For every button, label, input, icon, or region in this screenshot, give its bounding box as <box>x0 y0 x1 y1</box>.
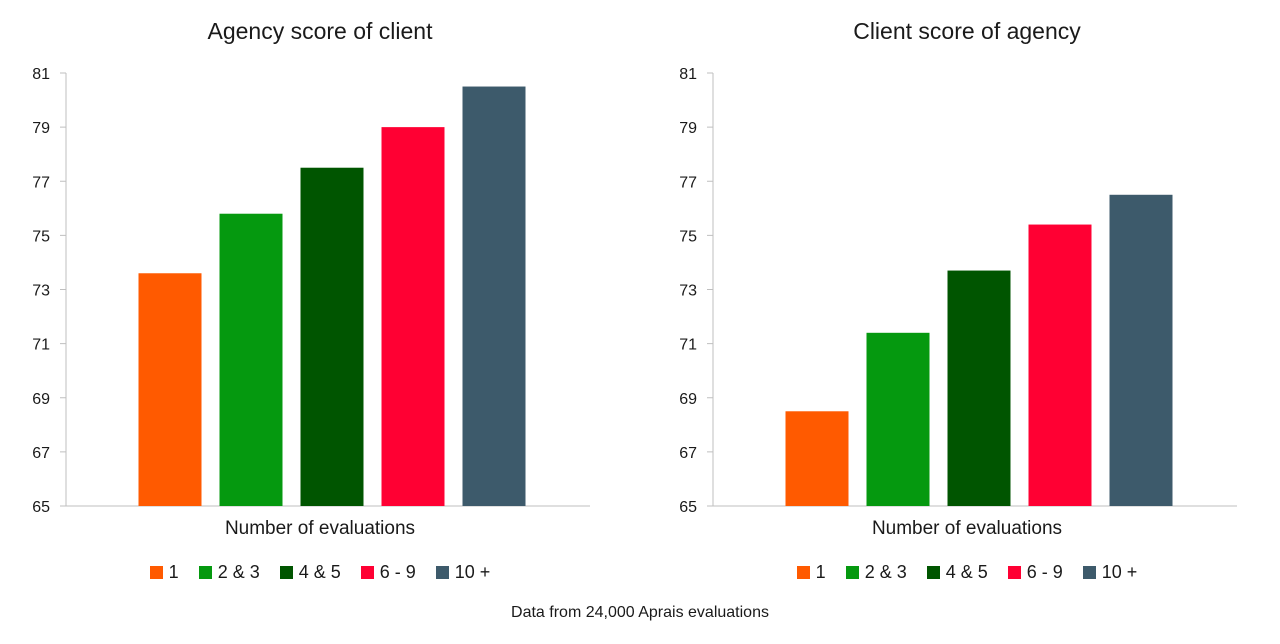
bar-6-9 <box>381 127 445 506</box>
y-tick-label: 67 <box>32 445 50 462</box>
chart-panel-client-score: Client score of agency 65 67 69 71 73 75 77 79 8… <box>647 0 1280 600</box>
bar-2-3 <box>866 332 930 506</box>
chart-title: Client score of agency <box>853 18 1081 44</box>
chart-title: Agency score of client <box>207 18 433 44</box>
bar-4-5 <box>300 167 364 506</box>
legend-label: 6 - 9 <box>379 562 416 582</box>
legend-item: 6 - 9 <box>1007 562 1063 583</box>
y-tick-label: 77 <box>32 174 50 191</box>
chart-panel-agency-score: Agency score of client 65 67 69 71 73 75 77 79 8… <box>0 0 640 600</box>
y-tick-label: 75 <box>32 228 50 245</box>
bar-chart-agency-score: 65 67 69 71 73 75 77 79 81 <box>32 66 590 516</box>
legend-swatch <box>926 566 940 579</box>
bar-1 <box>138 273 202 506</box>
legend-label: 10 + <box>1101 562 1138 582</box>
y-tick-label: 75 <box>679 228 697 245</box>
legend-label: 4 & 5 <box>298 562 341 582</box>
legend-label: 1 <box>168 562 179 582</box>
legend-item: 10 + <box>435 562 491 583</box>
y-tick-label: 65 <box>679 499 697 516</box>
bar-2-3 <box>219 213 283 506</box>
y-tick-label: 73 <box>32 283 50 300</box>
y-tick-label: 69 <box>32 391 50 408</box>
y-tick-label: 79 <box>32 120 50 137</box>
x-axis-label: Number of evaluations <box>871 518 1063 539</box>
legend-swatch <box>845 566 859 579</box>
bar-1 <box>785 411 849 506</box>
y-tick-label: 81 <box>32 66 50 83</box>
bar-10 <box>462 86 526 506</box>
bar-10 <box>1109 194 1173 506</box>
legend-swatch <box>279 566 293 579</box>
legend-swatch <box>1082 566 1096 579</box>
legend-label: 10 + <box>454 562 491 582</box>
y-tick-label: 73 <box>679 283 697 300</box>
chart-legend: 1 2 & 3 4 & 5 6 - 9 10 + <box>0 562 640 583</box>
bar-chart-client-score: 65 67 69 71 73 75 77 79 81 <box>679 66 1237 516</box>
legend-label: 2 & 3 <box>217 562 260 582</box>
legend-item: 6 - 9 <box>360 562 416 583</box>
legend-swatch <box>1007 566 1021 579</box>
bar-6-9 <box>1028 224 1092 507</box>
chart-legend: 1 2 & 3 4 & 5 6 - 9 10 + <box>647 562 1280 583</box>
legend-swatch <box>360 566 374 579</box>
legend-item: 2 & 3 <box>198 562 260 583</box>
x-axis-label: Number of evaluations <box>224 518 416 539</box>
legend-label: 2 & 3 <box>864 562 907 582</box>
y-tick-label: 71 <box>32 337 50 354</box>
legend-swatch <box>435 566 449 579</box>
legend-label: 4 & 5 <box>945 562 988 582</box>
legend-item: 10 + <box>1082 562 1138 583</box>
legend-item: 4 & 5 <box>279 562 341 583</box>
y-tick-label: 69 <box>679 391 697 408</box>
y-tick-label: 81 <box>679 66 697 83</box>
legend-item: 1 <box>796 562 826 583</box>
data-source-footnote: Data from 24,000 Aprais evaluations <box>511 604 769 621</box>
legend-swatch <box>149 566 163 579</box>
y-tick-label: 65 <box>32 499 50 516</box>
y-tick-label: 79 <box>679 120 697 137</box>
bar-4-5 <box>947 270 1011 506</box>
legend-swatch <box>198 566 212 579</box>
y-tick-label: 67 <box>679 445 697 462</box>
legend-item: 1 <box>149 562 179 583</box>
legend-item: 4 & 5 <box>926 562 988 583</box>
y-tick-label: 77 <box>679 174 697 191</box>
legend-swatch <box>796 566 810 579</box>
legend-item: 2 & 3 <box>845 562 907 583</box>
legend-label: 1 <box>815 562 826 582</box>
legend-label: 6 - 9 <box>1026 562 1063 582</box>
y-tick-label: 71 <box>679 337 697 354</box>
